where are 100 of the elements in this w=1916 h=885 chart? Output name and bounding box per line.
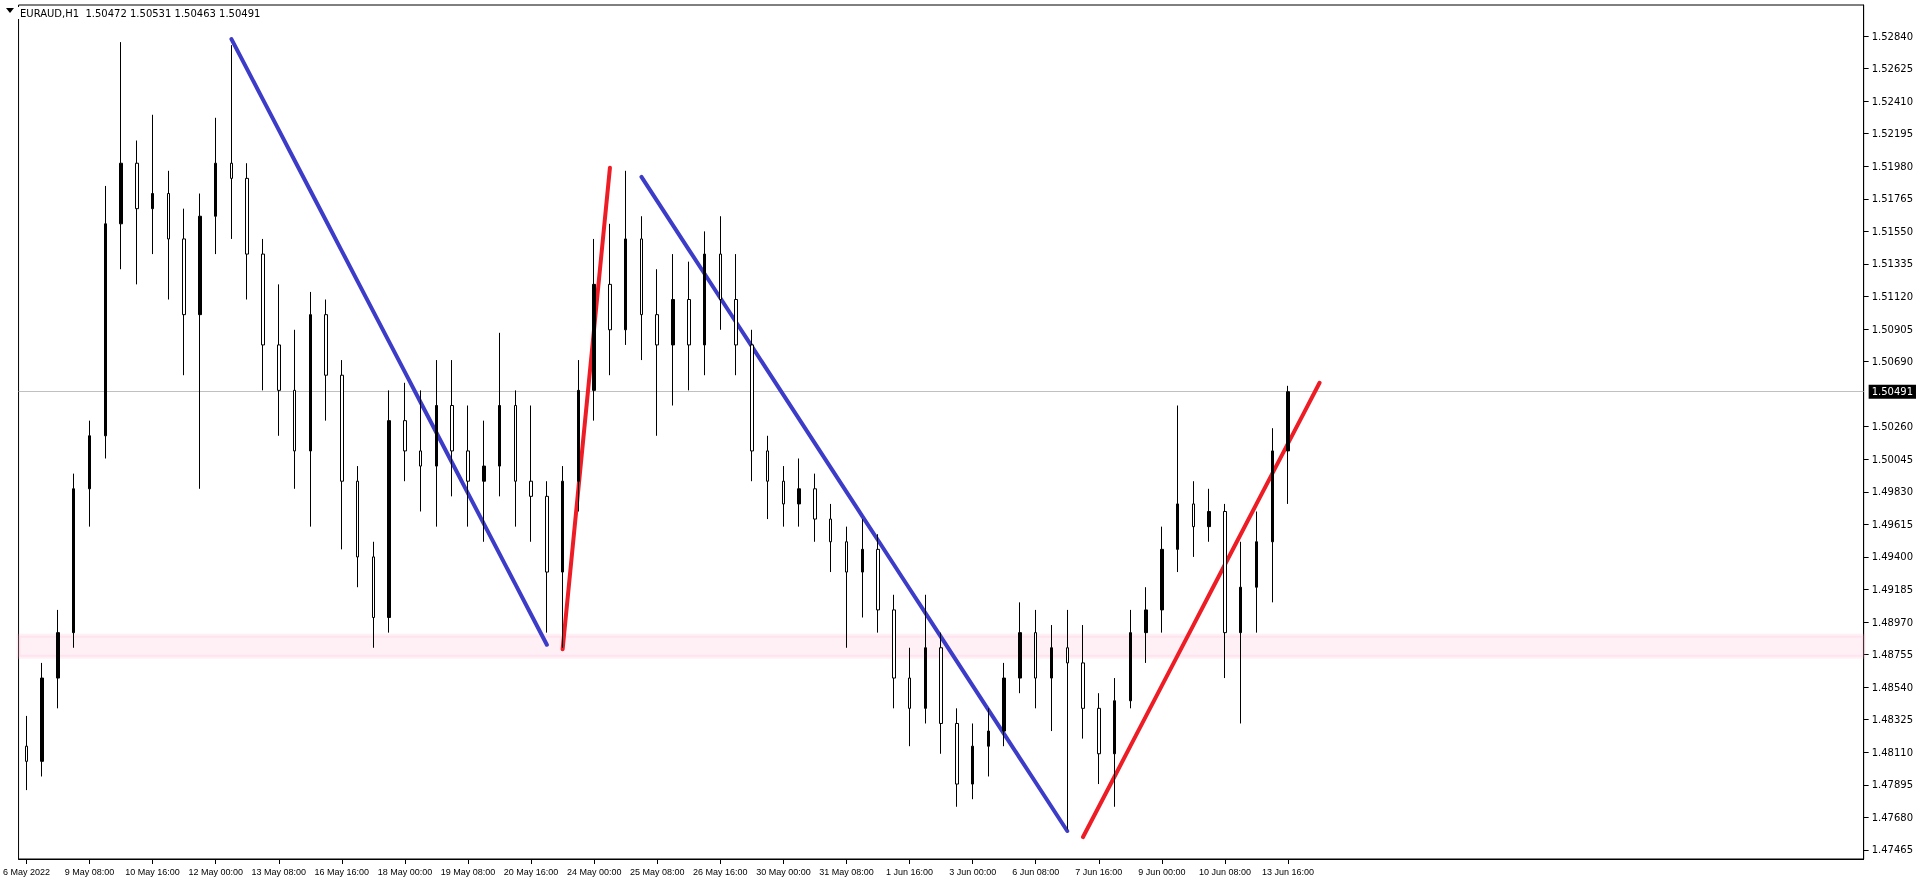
x-tick-label: 6 Jun 08:00 (1012, 866, 1060, 877)
candlestick (387, 389, 391, 634)
candlestick (1081, 624, 1085, 740)
x-tick-label: 25 May 08:00 (629, 866, 685, 877)
candlestick (1066, 609, 1069, 830)
candlestick (466, 405, 470, 528)
candlestick (119, 41, 123, 270)
candlestick (640, 215, 643, 361)
candlestick (1002, 662, 1006, 747)
x-tick-label: 9 May 08:00 (64, 866, 115, 877)
candlestick (1018, 601, 1022, 694)
candlestick (198, 193, 202, 490)
candlestick (403, 382, 407, 482)
candlestick (876, 533, 880, 634)
candlestick (277, 283, 281, 437)
x-tick-label: 30 May 00:00 (756, 866, 811, 877)
y-tick-label: 1.50045 (1871, 453, 1914, 465)
candlestick (608, 223, 612, 376)
candlestick (671, 253, 675, 406)
candlestick (955, 707, 959, 808)
candlestick (861, 518, 864, 618)
x-tick-label: 6 May 2022 (2, 866, 50, 877)
candlestick (529, 405, 533, 543)
y-tick-label: 1.50260 (1871, 421, 1914, 433)
candlestick (214, 117, 217, 255)
y-tick-label: 1.51980 (1871, 160, 1914, 172)
x-tick-label: 19 May 08:00 (440, 866, 496, 877)
y-tick-label: 1.48970 (1871, 616, 1914, 628)
candlestick (40, 662, 44, 777)
candlestick (797, 458, 801, 528)
candlestick (655, 268, 659, 437)
candlestick (924, 594, 927, 724)
candlestick (829, 503, 832, 573)
x-tick-label: 26 May 16:00 (693, 866, 748, 877)
y-tick-label: 1.51550 (1871, 225, 1914, 237)
x-tick-label: 12 May 00:00 (188, 866, 243, 877)
y-tick-label: 1.50690 (1871, 356, 1914, 368)
candlestick (498, 332, 501, 497)
candlestick (987, 707, 990, 777)
y-tick-label: 1.51765 (1871, 193, 1914, 205)
candlestick (1144, 586, 1148, 664)
candlestick (1255, 510, 1258, 634)
y-tick-label: 1.47895 (1871, 779, 1914, 791)
x-tick-label: 13 May 08:00 (251, 866, 307, 877)
candlestick (1239, 541, 1242, 724)
candlestick (813, 473, 817, 543)
candlestick (372, 541, 375, 649)
x-tick-label: 3 Jun 00:00 (949, 866, 997, 877)
candlestick (845, 526, 848, 649)
candlestick (1286, 385, 1290, 505)
y-tick-label: 1.52840 (1871, 30, 1914, 42)
candlestick (135, 140, 139, 285)
y-tick-label: 1.49400 (1871, 551, 1914, 563)
candlestick (245, 162, 249, 301)
y-tick-label: 1.48325 (1871, 714, 1914, 726)
candlestick (766, 435, 769, 520)
x-tick-label: 7 Jun 16:00 (1075, 866, 1123, 877)
y-tick-label: 1.49185 (1871, 583, 1914, 595)
x-tick-label: 13 Jun 16:00 (1262, 866, 1315, 877)
candlestick (167, 170, 170, 301)
candlestick (592, 238, 596, 422)
y-tick-label: 1.51120 (1871, 290, 1914, 302)
candlestick (561, 465, 564, 649)
candlestick (734, 253, 738, 376)
y-tick-label: 1.52195 (1871, 128, 1914, 140)
candlestick (514, 389, 517, 528)
candlestick (971, 722, 974, 800)
x-tick-label: 9 Jun 00:00 (1138, 866, 1186, 877)
candlestick (1113, 677, 1116, 808)
line-series (639, 174, 1070, 833)
candlestick (703, 230, 706, 376)
candlestick (1160, 526, 1164, 634)
candlestick (1207, 488, 1211, 543)
candlestick (324, 299, 328, 422)
candlestick (151, 114, 154, 255)
line-series (1081, 380, 1322, 840)
y-tick-label: 1.50905 (1871, 323, 1914, 335)
y-tick-label: 1.52410 (1871, 95, 1914, 107)
candlestick (182, 208, 186, 376)
candlestick (25, 715, 28, 791)
candlestick (908, 647, 911, 747)
line-series (229, 37, 549, 647)
candlestick (1034, 609, 1037, 709)
candlestick (939, 632, 943, 755)
candlestick (1129, 609, 1132, 709)
x-tick-label: 10 May 16:00 (125, 866, 180, 877)
candlestick (419, 389, 422, 512)
candlestick (340, 359, 344, 550)
candlestick (309, 291, 312, 528)
y-tick-label: 1.48540 (1871, 681, 1914, 693)
x-tick-label: 24 May 00:00 (566, 866, 622, 877)
candlestick (482, 420, 486, 543)
candlestick (435, 359, 438, 528)
candlestick (719, 215, 722, 331)
y-tick-label: 1.49615 (1871, 518, 1914, 530)
y-tick-label: 1.47465 (1871, 844, 1914, 856)
x-tick-label: 31 May 08:00 (819, 866, 874, 877)
candlestick (687, 261, 691, 391)
y-tick-label: 1.49830 (1871, 486, 1914, 498)
chart-title: EURAUD,H1 1.50472 1.50531 1.50463 1.50491 (20, 7, 261, 19)
